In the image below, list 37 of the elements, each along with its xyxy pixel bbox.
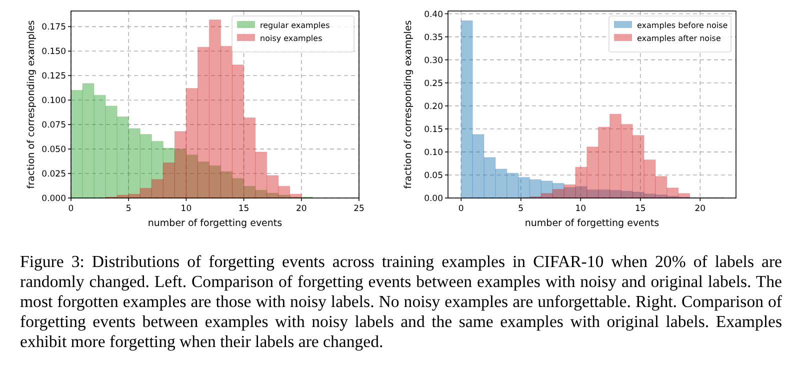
x-tick-label: 0 — [458, 204, 464, 214]
y-tick-label: 0.175 — [42, 22, 66, 33]
y-tick-label: 0.025 — [42, 170, 66, 180]
y-tick-label: 0.075 — [42, 120, 66, 131]
legend-label: noisy examples — [260, 34, 322, 43]
legend-label: examples before noise — [637, 21, 728, 30]
x-tick-label: 25 — [354, 204, 364, 214]
caption: Figure 3: Distributions of forgetting events across training examples in CIFAR-10 when 20% of labels are randomly changed. Left. Comparison of forgetting events between examples with noisy and original labels. The most forgotten examples are those with noisy labels. No noisy examples are unforgettable. Right. Comparison of forgetting events between examples with noisy labels and the same examples with original labels. Examples exhibit more forgetting when their labels are changed. — [20, 252, 782, 352]
x-tick-label: 5 — [518, 204, 524, 214]
x-tick-label: 20 — [694, 204, 706, 214]
x-tick-label: 0 — [68, 204, 74, 214]
legend-label: examples after noise — [637, 34, 721, 43]
x-tick-label: 10 — [180, 204, 192, 214]
x-axis-title: number of forgetting events — [148, 218, 282, 229]
x-tick-label: 10 — [575, 204, 586, 214]
y-tick-label: 0.150 — [42, 47, 66, 58]
y-tick-label: 0.00 — [424, 194, 443, 204]
y-tick-label: 0.20 — [424, 102, 443, 112]
y-tick-label: 0.05 — [424, 170, 443, 181]
x-axis-title: number of forgetting events — [524, 218, 660, 229]
x-tick-label: 15 — [238, 204, 250, 214]
y-tick-label: 0.100 — [42, 96, 66, 106]
y-tick-label: 0.125 — [42, 72, 66, 82]
legend-label: regular examples — [260, 21, 330, 30]
y-tick-label: 0.25 — [424, 78, 443, 89]
y-tick-label: 0.050 — [42, 145, 66, 156]
y-tick-label: 0.35 — [424, 32, 443, 43]
y-tick-label: 0.40 — [424, 10, 443, 20]
y-tick-label: 0.15 — [424, 124, 443, 135]
y-tick-label: 0.30 — [424, 56, 443, 66]
y-tick-label: 0.10 — [424, 148, 443, 158]
x-tick-label: 20 — [296, 204, 307, 214]
x-tick-label: 5 — [126, 204, 132, 214]
y-axis-title: fraction of corresponding examples — [26, 20, 37, 189]
y-tick-label: 0.000 — [42, 194, 66, 204]
x-tick-label: 15 — [634, 204, 646, 214]
y-axis-title: fraction of corresponding examples — [403, 20, 414, 189]
